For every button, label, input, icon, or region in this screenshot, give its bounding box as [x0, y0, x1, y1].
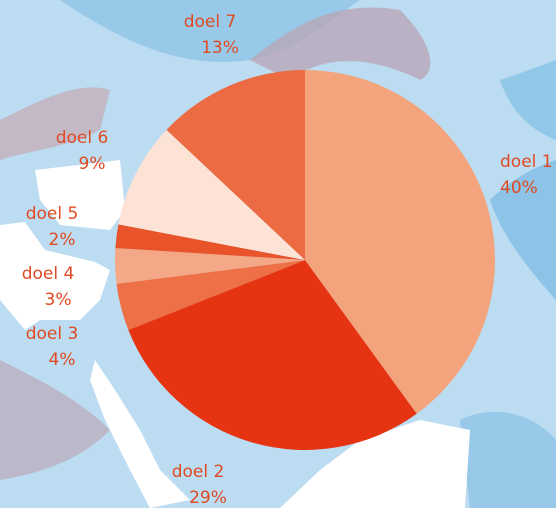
slice-value-label: 29%: [189, 488, 227, 508]
slice-label: doel 4: [22, 264, 75, 284]
slice-value-label: 9%: [79, 154, 106, 174]
chart: doel 1 40% doel 2 29% doel 3 4% doel 4 3% doel 5…: [0, 0, 556, 508]
slice-value-label: 13%: [201, 38, 239, 58]
slice-label: doel 2: [172, 462, 225, 482]
slice-label: doel 1: [500, 152, 553, 172]
slice-value-label: 4%: [49, 350, 76, 370]
slice-value-label: 40%: [500, 178, 538, 198]
slice-value-label: 2%: [49, 230, 76, 250]
slice-value-label: 3%: [45, 290, 72, 310]
slice-label: doel 7: [184, 12, 237, 32]
slice-label: doel 3: [26, 324, 79, 344]
slice-label: doel 6: [56, 128, 109, 148]
slice-label: doel 5: [26, 204, 79, 224]
